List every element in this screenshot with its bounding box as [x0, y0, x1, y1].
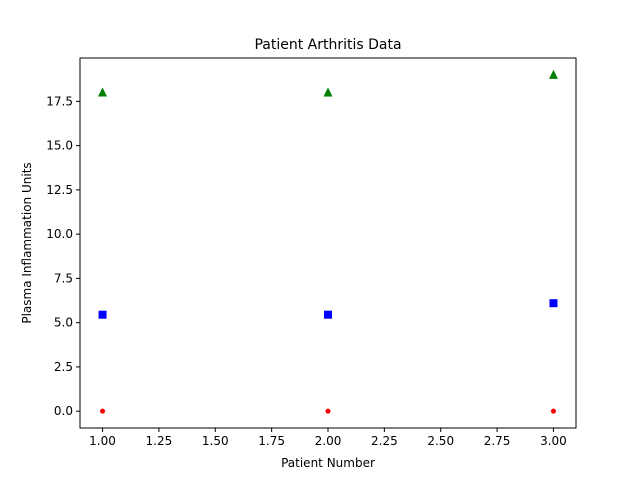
y-tick-label: 10.0 — [46, 227, 73, 241]
y-axis-label: Plasma Inflammation Units — [20, 162, 34, 323]
data-point-circle — [325, 408, 331, 414]
data-point-circle — [550, 408, 556, 414]
x-tick-label: 1.00 — [89, 434, 116, 448]
x-axis-label: Patient Number — [281, 456, 375, 470]
x-tick-label: 1.75 — [258, 434, 285, 448]
data-marks — [98, 69, 558, 414]
data-point-circle — [100, 408, 106, 414]
x-tick-label: 1.25 — [146, 434, 173, 448]
x-tick-label: 2.50 — [427, 434, 454, 448]
y-tick-label: 12.5 — [46, 183, 73, 197]
data-point-square — [98, 310, 107, 319]
y-tick-label: 7.5 — [54, 271, 73, 285]
y-tick-label: 0.0 — [54, 404, 73, 418]
data-point-square — [549, 299, 558, 308]
x-tick-label: 2.25 — [371, 434, 398, 448]
data-point-triangle — [98, 87, 108, 97]
y-axis: 0.0 2.5 5.0 7.5 10.0 12.5 15.0 17.5 — [46, 94, 80, 418]
data-point-triangle — [323, 87, 333, 97]
data-point-square — [324, 310, 332, 319]
x-tick-label: 1.50 — [202, 434, 229, 448]
y-tick-label: 5.0 — [54, 316, 73, 330]
y-tick-label: 17.5 — [46, 94, 73, 108]
x-tick-label: 2.00 — [315, 434, 342, 448]
chart-title: Patient Arthritis Data — [254, 37, 401, 53]
x-tick-label: 3.00 — [540, 434, 567, 448]
data-point-triangle — [548, 69, 558, 79]
y-tick-label: 15.0 — [46, 139, 73, 153]
x-axis: 1.00 1.25 1.50 1.75 2.00 2.25 2.50 2.75 3.00 — [89, 428, 567, 448]
y-tick-label: 2.5 — [54, 360, 73, 374]
x-tick-label: 2.75 — [484, 434, 511, 448]
